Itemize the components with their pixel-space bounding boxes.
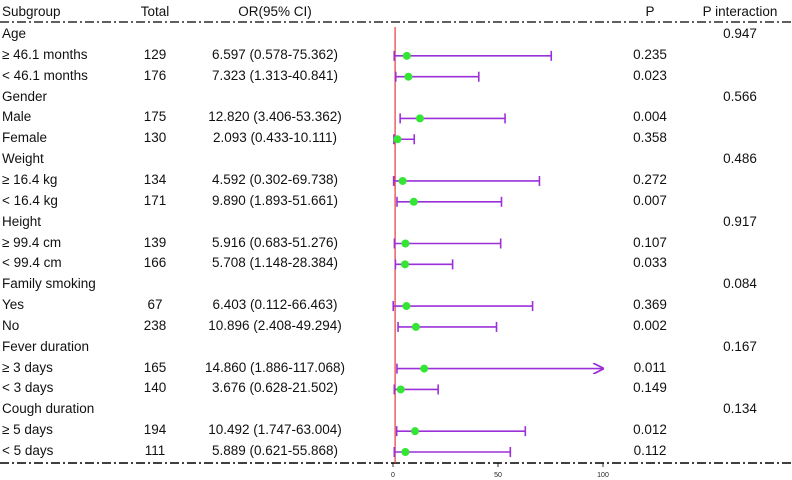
or-ci-text: 10.896 (2.408-49.294) xyxy=(208,317,342,333)
or-point xyxy=(409,197,418,206)
or-point xyxy=(420,364,429,373)
p-value: 0.235 xyxy=(633,46,667,62)
subgroup-label: ≥ 99.4 cm xyxy=(2,234,62,250)
or-ci-text: 5.889 (0.621-55.868) xyxy=(211,443,339,458)
group-label: Cough duration xyxy=(2,401,95,417)
subgroup-label: < 3 days xyxy=(2,380,54,396)
total-value: 139 xyxy=(143,234,167,250)
p-interaction-value: 0.917 xyxy=(723,213,757,229)
subgroup-label: ≥ 46.1 months xyxy=(2,46,88,62)
or-ci-text: 10.492 (1.747-63.004) xyxy=(208,422,342,438)
or-point xyxy=(393,135,402,144)
group-label: Family smoking xyxy=(2,276,96,292)
p-interaction-value: 0.486 xyxy=(723,151,757,167)
subgroup-label: Female xyxy=(2,130,48,146)
total-value: 175 xyxy=(143,109,167,125)
header-total: Total xyxy=(140,4,170,19)
total-value: 140 xyxy=(143,380,167,396)
p-value: 0.004 xyxy=(633,109,667,125)
or-point xyxy=(401,239,410,248)
p-value: 0.012 xyxy=(633,422,667,438)
or-point xyxy=(398,176,407,185)
p-value: 0.272 xyxy=(633,171,667,187)
group-label: Weight xyxy=(2,151,44,167)
or-ci-text: 6.403 (0.112-66.463) xyxy=(212,297,338,313)
or-ci-text: 6.597 (0.578-75.362) xyxy=(211,46,339,62)
subgroup-label: < 46.1 months xyxy=(2,67,88,83)
total-value: 166 xyxy=(143,255,167,271)
or-ci-text: 5.916 (0.683-51.276) xyxy=(211,234,339,250)
p-interaction-value: 0.947 xyxy=(723,26,757,41)
p-interaction-value: 0.084 xyxy=(723,276,757,292)
total-value: 134 xyxy=(143,171,167,187)
total-value: 176 xyxy=(143,67,167,83)
p-value: 0.112 xyxy=(633,443,667,458)
subgroup-label: ≥ 16.4 kg xyxy=(2,171,58,187)
group-label: Gender xyxy=(2,88,48,104)
p-value: 0.358 xyxy=(633,130,667,146)
p-value: 0.002 xyxy=(633,317,667,333)
subgroup-label: < 99.4 cm xyxy=(2,255,62,271)
or-point xyxy=(411,427,420,436)
or-ci-text: 9.890 (1.893-51.661) xyxy=(211,192,339,208)
total-value: 165 xyxy=(143,359,167,375)
subgroup-label: < 5 days xyxy=(2,443,54,458)
header-or: OR(95% CI) xyxy=(238,4,312,19)
or-ci-text: 5.708 (1.148-28.384) xyxy=(211,255,339,271)
x-tick-label: 50 xyxy=(494,472,502,479)
subgroup-label: ≥ 3 days xyxy=(2,359,53,375)
group-label: Fever duration xyxy=(2,338,90,354)
subgroup-label: ≥ 5 days xyxy=(2,422,53,438)
p-interaction-value: 0.134 xyxy=(723,401,757,417)
header-p: P xyxy=(645,4,655,19)
or-point xyxy=(400,260,409,269)
total-value: 171 xyxy=(143,192,167,208)
or-point xyxy=(396,385,405,394)
total-value: 111 xyxy=(144,443,166,458)
p-value: 0.007 xyxy=(633,192,667,208)
or-ci-text: 14.860 (1.886-117.068) xyxy=(204,359,346,375)
subgroup-label: Yes xyxy=(2,297,25,313)
p-interaction-value: 0.167 xyxy=(723,338,757,354)
total-value: 67 xyxy=(147,297,163,313)
subgroup-label: No xyxy=(2,317,20,333)
or-ci-text: 7.323 (1.313-40.841) xyxy=(211,67,339,83)
p-value: 0.033 xyxy=(633,255,667,271)
or-point xyxy=(402,51,411,60)
p-value: 0.023 xyxy=(633,67,667,83)
or-ci-text: 12.820 (3.406-53.362) xyxy=(208,109,342,125)
or-point xyxy=(415,114,424,123)
total-value: 130 xyxy=(143,130,167,146)
group-label: Height xyxy=(2,213,42,229)
x-tick-label: 0 xyxy=(391,472,395,479)
header-p-interaction: P interaction xyxy=(702,4,778,19)
p-interaction-value: 0.566 xyxy=(723,88,757,104)
x-tick-label: 100 xyxy=(597,472,609,479)
group-label: Age xyxy=(2,26,27,41)
total-value: 129 xyxy=(143,46,167,62)
subgroup-label: < 16.4 kg xyxy=(2,192,58,208)
header-subgroup: Subgroup xyxy=(2,4,61,19)
total-value: 238 xyxy=(143,317,167,333)
or-point xyxy=(404,72,413,81)
or-ci-text: 2.093 (0.433-10.111) xyxy=(212,130,338,146)
p-value: 0.369 xyxy=(633,297,667,313)
p-value: 0.149 xyxy=(633,380,667,396)
or-ci-text: 4.592 (0.302-69.738) xyxy=(211,171,339,187)
or-point xyxy=(402,302,411,311)
subgroup-label: Male xyxy=(2,109,32,125)
p-value: 0.107 xyxy=(633,234,667,250)
or-point xyxy=(401,448,410,456)
total-value: 194 xyxy=(143,422,167,438)
or-ci-text: 3.676 (0.628-21.502) xyxy=(211,380,339,396)
or-point xyxy=(411,322,420,331)
p-value: 0.011 xyxy=(633,359,667,375)
